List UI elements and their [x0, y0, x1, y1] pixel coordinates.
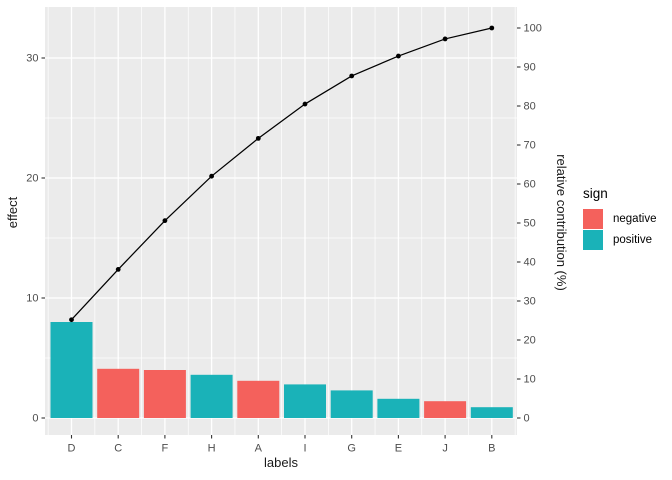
cumulative-point-C	[115, 267, 121, 272]
bar-J	[424, 401, 467, 418]
bar-B	[470, 407, 513, 418]
x-tick-label: C	[114, 443, 122, 455]
y-left-axis-title: effect	[5, 196, 20, 228]
x-tick-label: E	[395, 443, 402, 455]
y-right-tick-label: 90	[524, 62, 536, 74]
y-right-tick-label: 60	[524, 179, 536, 191]
bar-G	[330, 390, 373, 418]
x-tick-label: B	[488, 443, 495, 455]
cumulative-point-F	[162, 218, 168, 224]
cumulative-line	[71, 27, 492, 321]
x-tick-label: J	[442, 443, 448, 455]
y-right-tick-label: 40	[524, 257, 536, 269]
x-tick-label: H	[208, 443, 216, 455]
x-tick-label: D	[68, 443, 76, 455]
legend-item-negative: negative	[583, 208, 656, 230]
cumulative-point-D	[69, 317, 74, 323]
legend-item-label: negative	[613, 212, 657, 225]
y-right-tick-label: 0	[524, 413, 530, 425]
x-tick-label: G	[347, 443, 356, 455]
legend-item-positive: positive	[583, 230, 656, 252]
legend-item-label: positive	[613, 234, 652, 247]
y-right-tick-label: 100	[524, 23, 542, 35]
y-left-tick-label: 10	[26, 293, 38, 305]
cumulative-point-H	[209, 173, 215, 179]
bar-I	[284, 384, 326, 418]
legend: sign negative positive	[583, 186, 656, 251]
x-tick-label: I	[303, 443, 306, 455]
cumulative-point-B	[489, 25, 495, 31]
bar-F	[143, 370, 186, 418]
bar-C	[97, 368, 140, 418]
y-right-tick-label: 10	[524, 374, 536, 386]
negative-color-swatch	[583, 208, 603, 229]
y-right-tick-label: 70	[524, 140, 536, 152]
x-axis-title: labels	[264, 455, 298, 470]
cumulative-point-E	[396, 53, 401, 59]
cumulative-point-A	[255, 135, 261, 141]
y-right-tick-label: 20	[524, 335, 536, 347]
cumulative-point-J	[442, 36, 448, 42]
x-tick-label: A	[255, 443, 263, 455]
cumulative-point-G	[349, 73, 355, 79]
legend-title: sign	[583, 186, 608, 201]
y-right-axis-title: relative contribution (%)	[554, 154, 569, 291]
y-right-tick-label: 80	[524, 101, 536, 113]
bar-E	[377, 398, 420, 418]
y-left-tick-label: 0	[32, 413, 38, 425]
bar-D	[50, 322, 93, 418]
y-left-tick-label: 20	[26, 173, 38, 185]
x-tick-label: F	[162, 443, 169, 455]
bar-H	[190, 374, 233, 418]
y-right-tick-label: 30	[524, 296, 536, 308]
cumulative-point-I	[302, 101, 308, 107]
y-left-tick-label: 30	[26, 53, 38, 65]
bar-A	[237, 380, 280, 418]
positive-color-swatch	[583, 230, 603, 251]
y-right-tick-label: 50	[524, 218, 536, 230]
plot-panel	[45, 7, 517, 435]
